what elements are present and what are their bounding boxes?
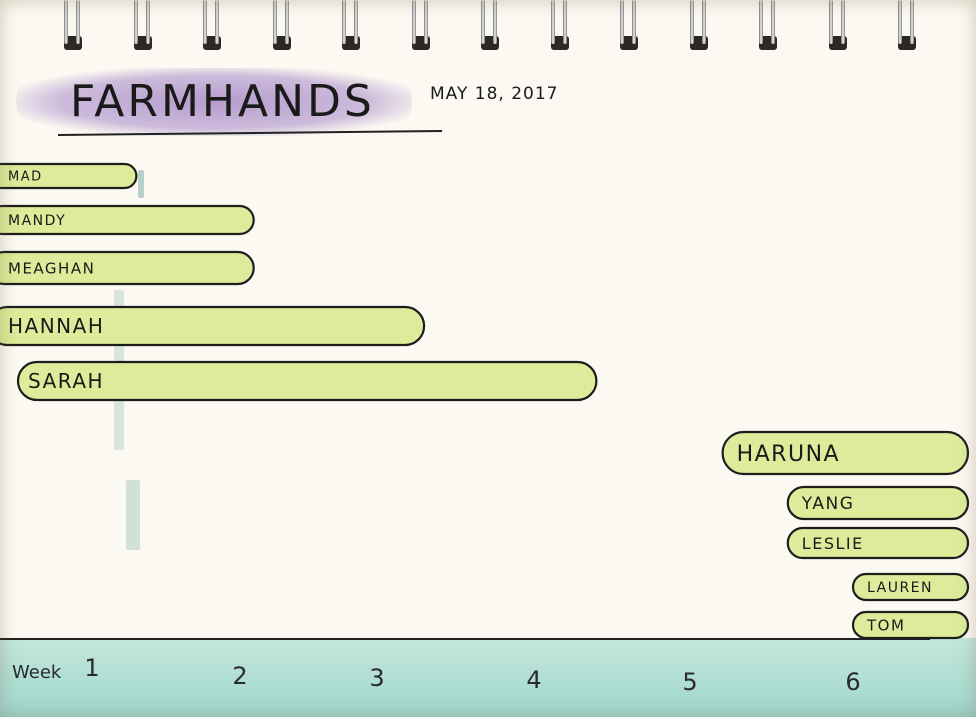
spiral-binding bbox=[0, 0, 976, 60]
ring-wire bbox=[620, 0, 624, 44]
ring-wire bbox=[689, 0, 694, 44]
ring-wire bbox=[76, 0, 80, 44]
bar-mark bbox=[0, 204, 255, 236]
bar-mark bbox=[16, 360, 598, 402]
spiral-ring bbox=[269, 0, 295, 52]
x-tick-label: 1 bbox=[84, 654, 99, 682]
bar-meaghan: MEAGHAN bbox=[0, 250, 255, 286]
spiral-ring bbox=[825, 0, 851, 52]
bar-label: MEAGHAN bbox=[8, 259, 95, 277]
bar-lauren: LAUREN bbox=[851, 572, 970, 602]
spiral-ring bbox=[408, 0, 434, 52]
spiral-ring bbox=[60, 0, 86, 52]
bar-mad: MAD bbox=[0, 162, 138, 190]
title-watercolor-wash bbox=[16, 68, 412, 136]
bar-mark bbox=[0, 305, 426, 347]
bar-label: HARUNA bbox=[737, 442, 841, 467]
spiral-ring bbox=[894, 0, 920, 52]
ring-wire bbox=[354, 0, 358, 44]
spiral-ring bbox=[130, 0, 156, 52]
ring-wire bbox=[64, 0, 68, 44]
x-tick-label: 5 bbox=[682, 668, 697, 696]
bar-label: SARAH bbox=[28, 369, 104, 393]
ring-wire bbox=[898, 0, 902, 44]
ring-wire bbox=[550, 0, 555, 44]
spiral-ring bbox=[477, 0, 503, 52]
bar-mark bbox=[851, 572, 970, 602]
bar-mark bbox=[786, 485, 970, 521]
bar-mark bbox=[0, 250, 255, 286]
ring-wire bbox=[215, 0, 219, 44]
ring-wire bbox=[562, 0, 567, 44]
ring-wire bbox=[133, 0, 138, 44]
spiral-ring bbox=[755, 0, 781, 52]
ring-wire bbox=[272, 0, 277, 44]
bar-yang: YANG bbox=[786, 485, 970, 521]
bar-label: MANDY bbox=[8, 213, 66, 229]
spiral-ring bbox=[338, 0, 364, 52]
bar-mark bbox=[0, 162, 138, 190]
ring-wire bbox=[771, 0, 775, 44]
bar-leslie: LESLIE bbox=[786, 526, 970, 560]
ring-wire bbox=[493, 0, 497, 44]
ring-wire bbox=[828, 0, 833, 44]
bar-label: LESLIE bbox=[802, 534, 864, 553]
ring-wire bbox=[910, 0, 914, 44]
chart-title: FARMHANDS bbox=[70, 76, 375, 127]
bar-label: TOM bbox=[866, 616, 905, 634]
bar-sarah: SARAH bbox=[16, 360, 598, 402]
paint-drip bbox=[126, 480, 140, 550]
bar-mark bbox=[851, 610, 970, 640]
x-tick-label: 2 bbox=[232, 662, 247, 690]
bar-mandy: MANDY bbox=[0, 204, 255, 236]
bar-mark bbox=[786, 526, 970, 560]
x-tick-label: 6 bbox=[845, 668, 860, 696]
ring-wire bbox=[284, 0, 289, 44]
paint-drip bbox=[138, 170, 144, 198]
ring-wire bbox=[481, 0, 485, 44]
bar-label: HANNAH bbox=[8, 314, 104, 338]
bar-tom: TOM bbox=[851, 610, 970, 640]
bar-hannah: HANNAH bbox=[0, 305, 426, 347]
bar-haruna: HARUNA bbox=[721, 430, 970, 476]
x-axis-label: Week bbox=[12, 662, 62, 683]
ring-wire bbox=[423, 0, 428, 44]
ring-wire bbox=[701, 0, 706, 44]
ring-wire bbox=[342, 0, 346, 44]
ring-wire bbox=[632, 0, 636, 44]
spiral-ring bbox=[199, 0, 225, 52]
bar-label: LAUREN bbox=[867, 580, 933, 596]
x-tick-label: 3 bbox=[369, 664, 384, 692]
bar-label: MAD bbox=[8, 170, 43, 185]
baseline bbox=[0, 638, 930, 640]
ground-wash bbox=[0, 638, 976, 717]
spiral-ring bbox=[616, 0, 642, 52]
ring-wire bbox=[840, 0, 845, 44]
date-label: MAY 18, 2017 bbox=[430, 84, 559, 104]
bar-mark bbox=[721, 430, 970, 476]
x-tick-label: 4 bbox=[526, 666, 541, 694]
spiral-ring bbox=[686, 0, 712, 52]
ring-wire bbox=[759, 0, 763, 44]
bar-label: YANG bbox=[801, 494, 855, 514]
ring-wire bbox=[203, 0, 207, 44]
spiral-ring bbox=[547, 0, 573, 52]
ring-wire bbox=[411, 0, 416, 44]
ring-wire bbox=[145, 0, 150, 44]
